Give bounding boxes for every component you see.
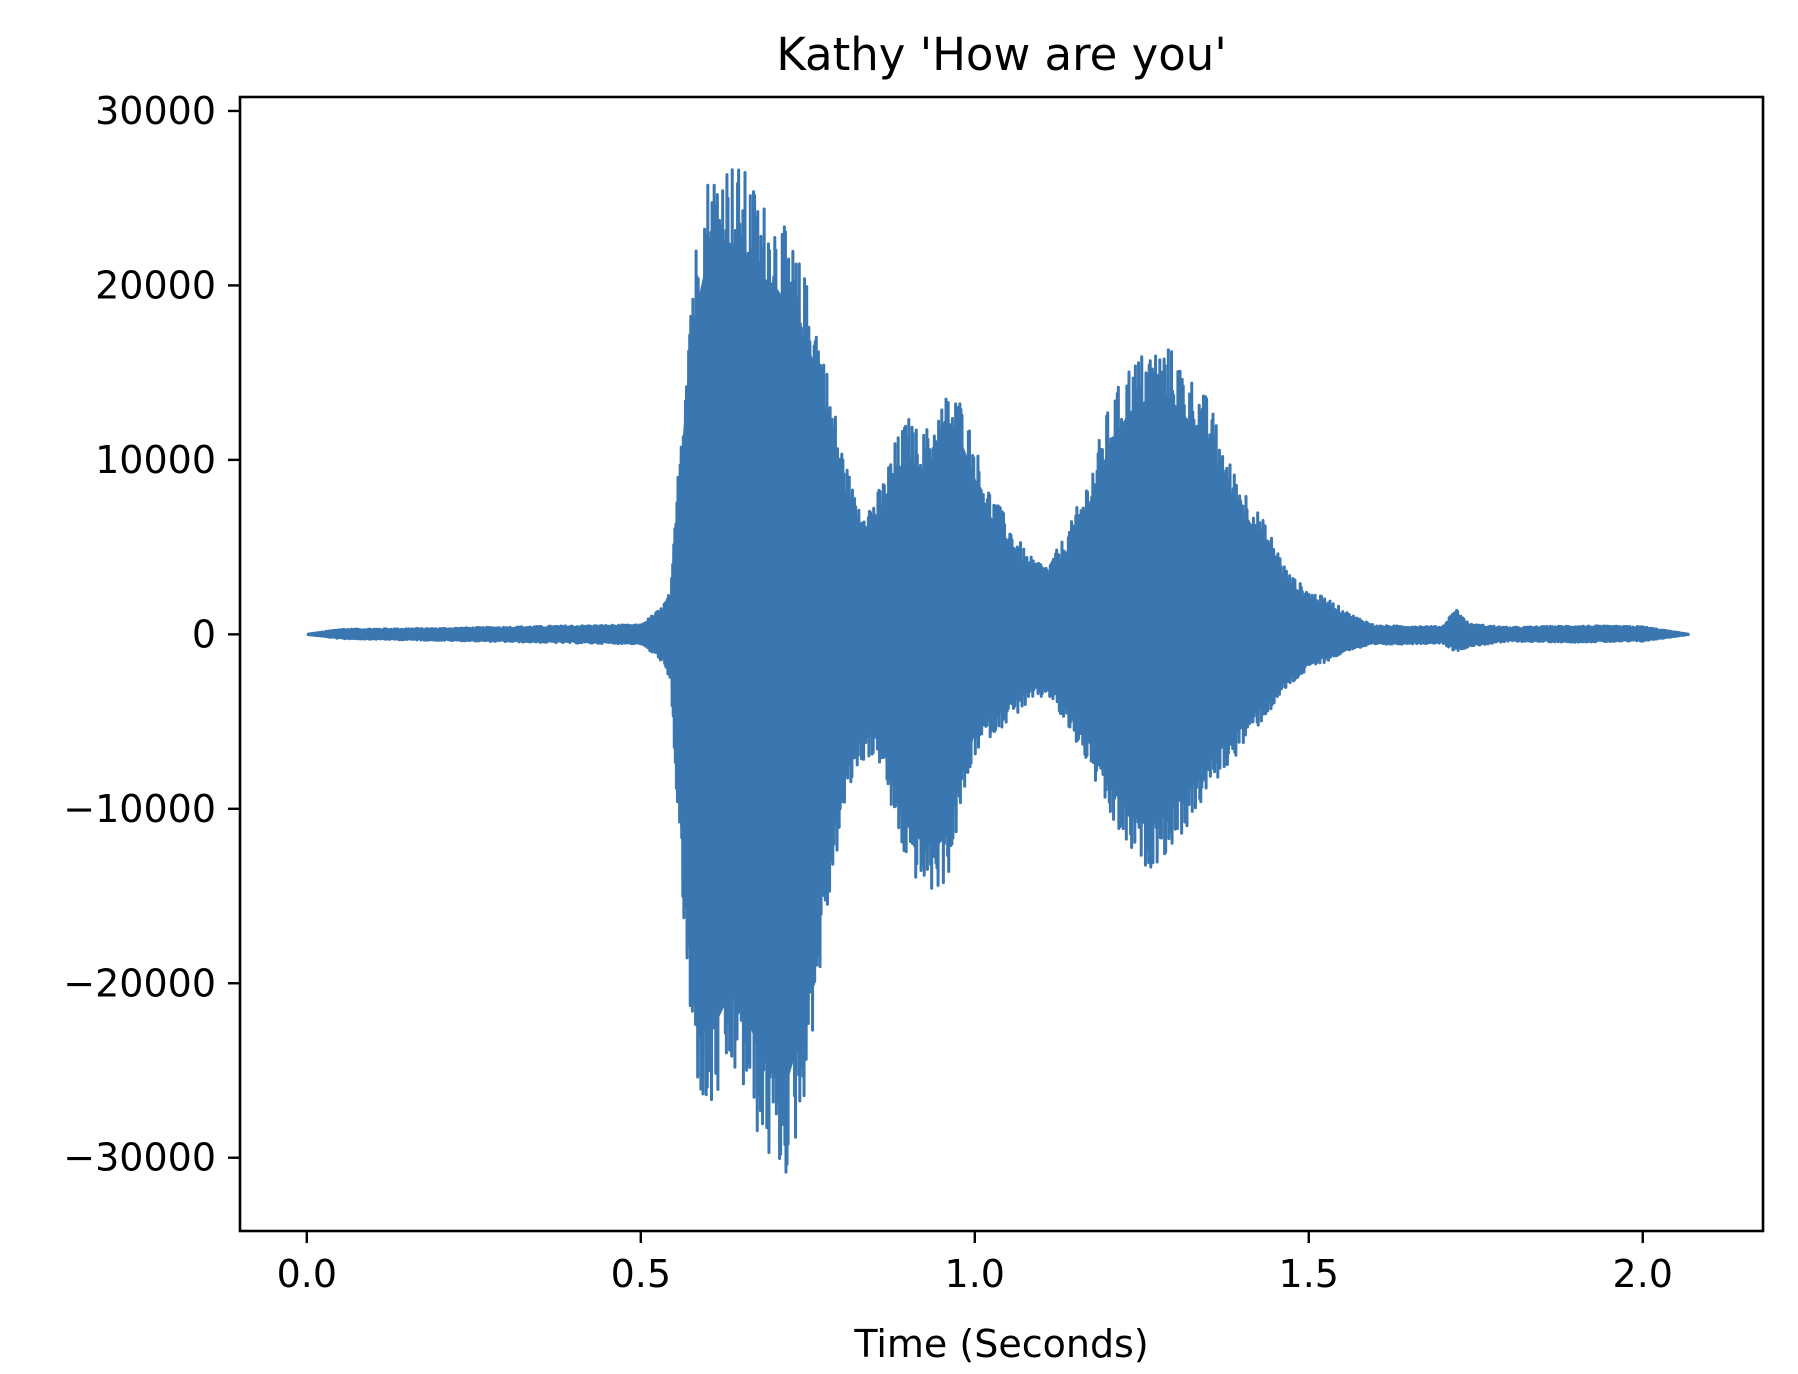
x-axis: 0.0 0.5 1.0 1.5 2.0 <box>277 1231 1673 1296</box>
x-tick-label: 1.0 <box>945 1252 1005 1296</box>
y-axis: 30000 20000 10000 0 −10000 −20000 −30000 <box>63 89 240 1180</box>
x-tick-label: 1.5 <box>1279 1252 1339 1296</box>
waveform-line <box>305 168 1691 1174</box>
y-tick-label: 30000 <box>95 89 216 133</box>
axes-frame <box>238 95 1765 1233</box>
x-tick-label: 2.0 <box>1613 1252 1673 1296</box>
y-tick-label: 10000 <box>95 438 216 482</box>
series-layer <box>305 168 1691 1174</box>
y-tick-label: −10000 <box>63 787 216 831</box>
x-tick-label: 0.0 <box>277 1252 337 1296</box>
y-tick-label: −20000 <box>63 961 216 1005</box>
x-axis-label: Time (Seconds) <box>853 1322 1148 1366</box>
x-tick-label: 0.5 <box>611 1252 671 1296</box>
y-tick-label: −30000 <box>63 1136 216 1180</box>
y-tick-label: 20000 <box>95 263 216 307</box>
chart-title: Kathy 'How are you' <box>776 28 1226 81</box>
y-tick-label: 0 <box>192 612 216 656</box>
